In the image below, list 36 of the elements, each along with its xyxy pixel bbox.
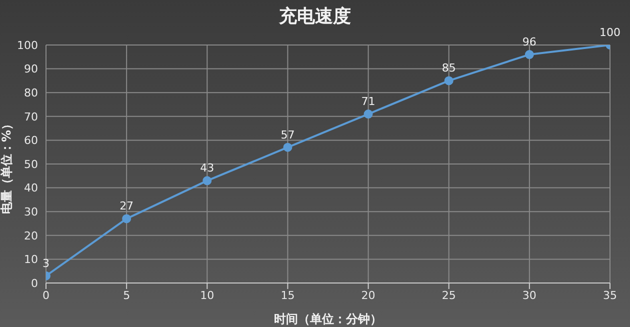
point <box>202 176 212 186</box>
x-tick-label: 10 <box>200 288 214 302</box>
y-tick-label: 40 <box>24 182 38 195</box>
x-tick-label: 35 <box>603 288 617 302</box>
point <box>364 110 373 119</box>
y-tick-label: 10 <box>24 253 38 266</box>
y-axis-title: 电量（单位：%） <box>0 118 14 214</box>
point <box>122 214 132 224</box>
y-tick-label: 50 <box>24 158 38 171</box>
y-tick-label: 80 <box>24 86 38 100</box>
point <box>283 142 292 152</box>
point <box>524 50 534 60</box>
y-tick-label: 20 <box>24 229 38 242</box>
y-tick-label: 60 <box>24 134 38 148</box>
x-tick-label: 20 <box>361 288 376 302</box>
x-tick-label: 30 <box>522 288 536 302</box>
y-tick-label: 70 <box>24 110 38 124</box>
x-tick-label: 25 <box>442 288 456 302</box>
x-tick-label: 0 <box>42 288 50 302</box>
y-tick-label: 0 <box>31 276 38 290</box>
data-label: 57 <box>280 128 295 142</box>
x-tick-label: 15 <box>280 288 295 302</box>
y-tick-label: 100 <box>17 38 38 52</box>
point <box>444 76 454 86</box>
y-tick-label: 30 <box>24 206 38 219</box>
y-tick-label: 90 <box>24 62 38 76</box>
data-label: 3 <box>42 256 50 270</box>
data-label: 71 <box>361 95 376 108</box>
data-label: 100 <box>600 26 620 39</box>
data-label: 27 <box>120 200 134 213</box>
data-label: 85 <box>442 62 456 75</box>
chart-title: 充电速度 <box>279 6 351 27</box>
x-axis-title: 时间（单位：分钟） <box>274 312 382 326</box>
data-label: 96 <box>522 36 536 49</box>
data-label: 43 <box>200 162 214 175</box>
x-tick-label: 5 <box>123 288 130 302</box>
